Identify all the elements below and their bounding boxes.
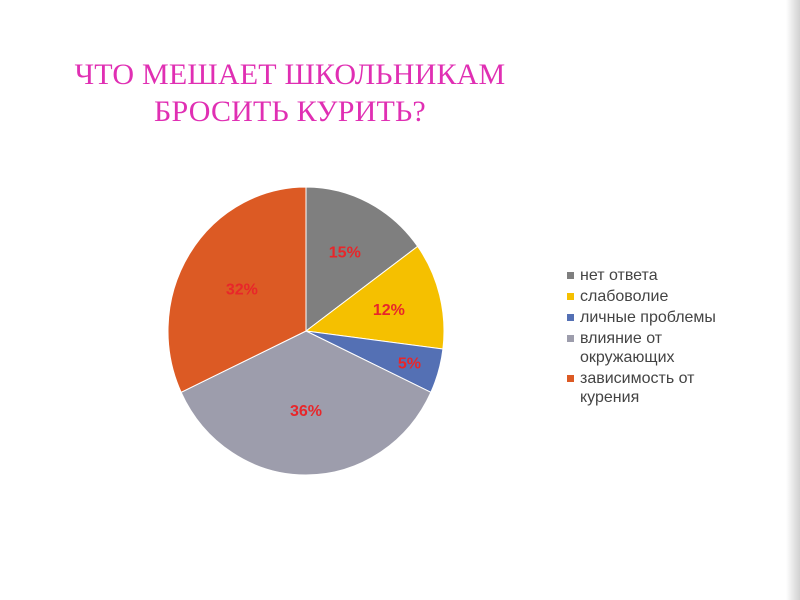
legend-label-5: зависимость от курения bbox=[580, 370, 695, 406]
legend-item-4: влияние от окружающих bbox=[567, 329, 767, 367]
slide-title-line-1: ЧТО МЕШАЕТ ШКОЛЬНИКАМ bbox=[74, 58, 506, 91]
legend-item-2: слабоволие bbox=[567, 287, 767, 306]
pie-slice-5 bbox=[167, 186, 307, 393]
legend-item-5: зависимость от курения bbox=[567, 369, 767, 407]
pie-slice-1 bbox=[305, 186, 419, 333]
legend-label-4: влияние от окружающих bbox=[580, 330, 675, 366]
pie-slice-2 bbox=[304, 245, 445, 350]
legend-label-1: нет ответа bbox=[580, 267, 658, 284]
pie-data-label-4: 36% bbox=[290, 403, 322, 420]
pie-data-label-5: 32% bbox=[226, 282, 258, 299]
pie-data-label-1: 15% bbox=[329, 245, 361, 262]
chart-legend: нет ответа слабоволие личные проблемы влиян… bbox=[567, 266, 767, 409]
slide-title-line-2: БРОСИТЬ КУРИТЬ? bbox=[154, 95, 426, 128]
legend-label-3: личные проблемы bbox=[580, 309, 716, 326]
legend-item-3: личные проблемы bbox=[567, 308, 767, 327]
pie-data-label-2: 12% bbox=[373, 302, 405, 319]
legend-swatch-1 bbox=[567, 272, 574, 279]
pie-data-label-3: 5% bbox=[398, 355, 421, 372]
pie-slice-4 bbox=[180, 330, 432, 476]
slide-edge-shadow bbox=[786, 0, 800, 600]
legend-swatch-5 bbox=[567, 375, 574, 382]
legend-swatch-3 bbox=[567, 314, 574, 321]
slide-title: ЧТО МЕШАЕТ ШКОЛЬНИКАМ БРОСИТЬ КУРИТЬ? bbox=[40, 56, 540, 130]
legend-swatch-4 bbox=[567, 335, 574, 342]
legend-item-1: нет ответа bbox=[567, 266, 767, 285]
legend-swatch-2 bbox=[567, 293, 574, 300]
legend-label-2: слабоволие bbox=[580, 288, 669, 305]
pie-chart: 15% 12% 5% 36% 32% bbox=[167, 186, 445, 476]
